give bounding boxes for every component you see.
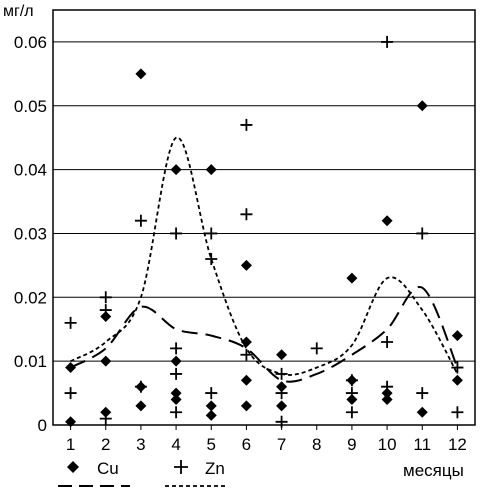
zn-point <box>240 118 253 131</box>
zn-point <box>170 342 183 355</box>
x-tick-label: 12 <box>448 435 467 454</box>
cu-point <box>276 381 288 393</box>
legend-zn-label: Zn <box>205 459 225 478</box>
cu-point <box>170 355 182 367</box>
zn-point <box>99 291 112 304</box>
zn-point <box>275 387 288 400</box>
zn-point <box>381 336 394 348</box>
cu-point <box>451 374 463 386</box>
zn-point <box>170 227 183 240</box>
cu-point <box>346 393 358 405</box>
zn-point <box>310 342 323 355</box>
cu-point <box>100 355 112 367</box>
x-tick-label: 3 <box>136 435 145 454</box>
x-tick-label: 5 <box>207 435 216 454</box>
cu-point <box>276 400 288 412</box>
y-tick-label: 0.04 <box>14 161 47 180</box>
y-tick-label: 0.05 <box>14 97 47 116</box>
zn-point <box>451 406 464 419</box>
cu-point <box>240 374 252 386</box>
x-tick-label: 10 <box>378 435 397 454</box>
x-tick-label: 2 <box>101 435 110 454</box>
zn-point <box>170 367 183 380</box>
cu-point <box>381 215 393 227</box>
zn-point <box>345 387 358 400</box>
zn-point <box>205 227 218 240</box>
y-tick-label: 0.03 <box>14 224 47 243</box>
x-tick-label: 1 <box>66 435 75 454</box>
cu-point <box>381 393 393 405</box>
zn-point <box>381 380 394 393</box>
cu-point <box>346 272 358 284</box>
cu-point <box>240 400 252 412</box>
cu-point <box>135 68 147 80</box>
zn-point <box>205 253 218 265</box>
x-tick-label: 9 <box>347 435 356 454</box>
cu-point <box>205 164 217 176</box>
cu-point <box>100 406 112 418</box>
cu-point <box>100 310 112 322</box>
zn-point <box>416 227 429 240</box>
trend-line-zn <box>70 136 459 376</box>
legend-cu-marker <box>67 461 79 473</box>
zn-point <box>416 387 429 400</box>
legend-item-zn: Zn <box>165 459 225 487</box>
zn-point <box>99 304 112 317</box>
zn-point <box>170 406 183 419</box>
trend-layer <box>70 136 459 383</box>
grid-layer <box>53 41 475 362</box>
point-layer <box>64 35 464 428</box>
cu-point <box>240 259 252 271</box>
cu-point <box>240 336 252 348</box>
cu-point <box>451 330 463 342</box>
zn-point <box>381 35 394 48</box>
legend-item-cu: Cu <box>58 459 130 487</box>
cu-point <box>416 100 428 112</box>
y-tick-label: 0.06 <box>14 33 47 52</box>
zn-point <box>451 361 464 374</box>
zn-point <box>240 208 253 221</box>
y-tick-label: 0.01 <box>14 352 47 371</box>
tick-layer: 00.010.020.030.040.050.061 2 3 4 5 6 7 8 9 10 11 12 <box>14 33 467 454</box>
y-tick-label: 0.02 <box>14 288 47 307</box>
legend: Cu Zn <box>58 459 225 487</box>
legend-cu-label: Cu <box>97 459 119 478</box>
legend-zn-marker <box>174 460 188 474</box>
x-tick-label: 6 <box>242 435 251 454</box>
zn-point <box>64 316 77 329</box>
cu-point <box>170 393 182 405</box>
cu-point <box>170 164 182 176</box>
zn-point <box>134 214 147 227</box>
cu-point <box>205 400 217 412</box>
cu-point <box>170 387 182 399</box>
x-tick-label: 11 <box>413 435 431 454</box>
x-tick-label: 7 <box>277 435 286 454</box>
x-tick-label: 4 <box>171 435 180 454</box>
cu-point <box>416 406 428 418</box>
zn-point <box>345 406 358 419</box>
x-axis-label: месяцы <box>403 461 464 480</box>
y-axis-label: мг/л <box>3 3 34 20</box>
cu-point <box>205 409 217 421</box>
zn-point <box>240 348 253 361</box>
zn-point <box>134 380 147 393</box>
y-tick-label: 0 <box>38 416 47 435</box>
cu-point <box>276 349 288 361</box>
cu-point <box>135 400 147 412</box>
zn-point <box>205 387 218 400</box>
zn-point <box>99 412 112 425</box>
trend-line-cu <box>70 286 459 383</box>
plot-frame <box>52 9 476 426</box>
zn-point <box>275 367 288 380</box>
cu-point <box>381 387 393 399</box>
x-tick-label: 8 <box>312 435 321 454</box>
zn-point <box>345 374 358 387</box>
cu-point <box>65 362 77 374</box>
zn-point <box>64 387 77 400</box>
